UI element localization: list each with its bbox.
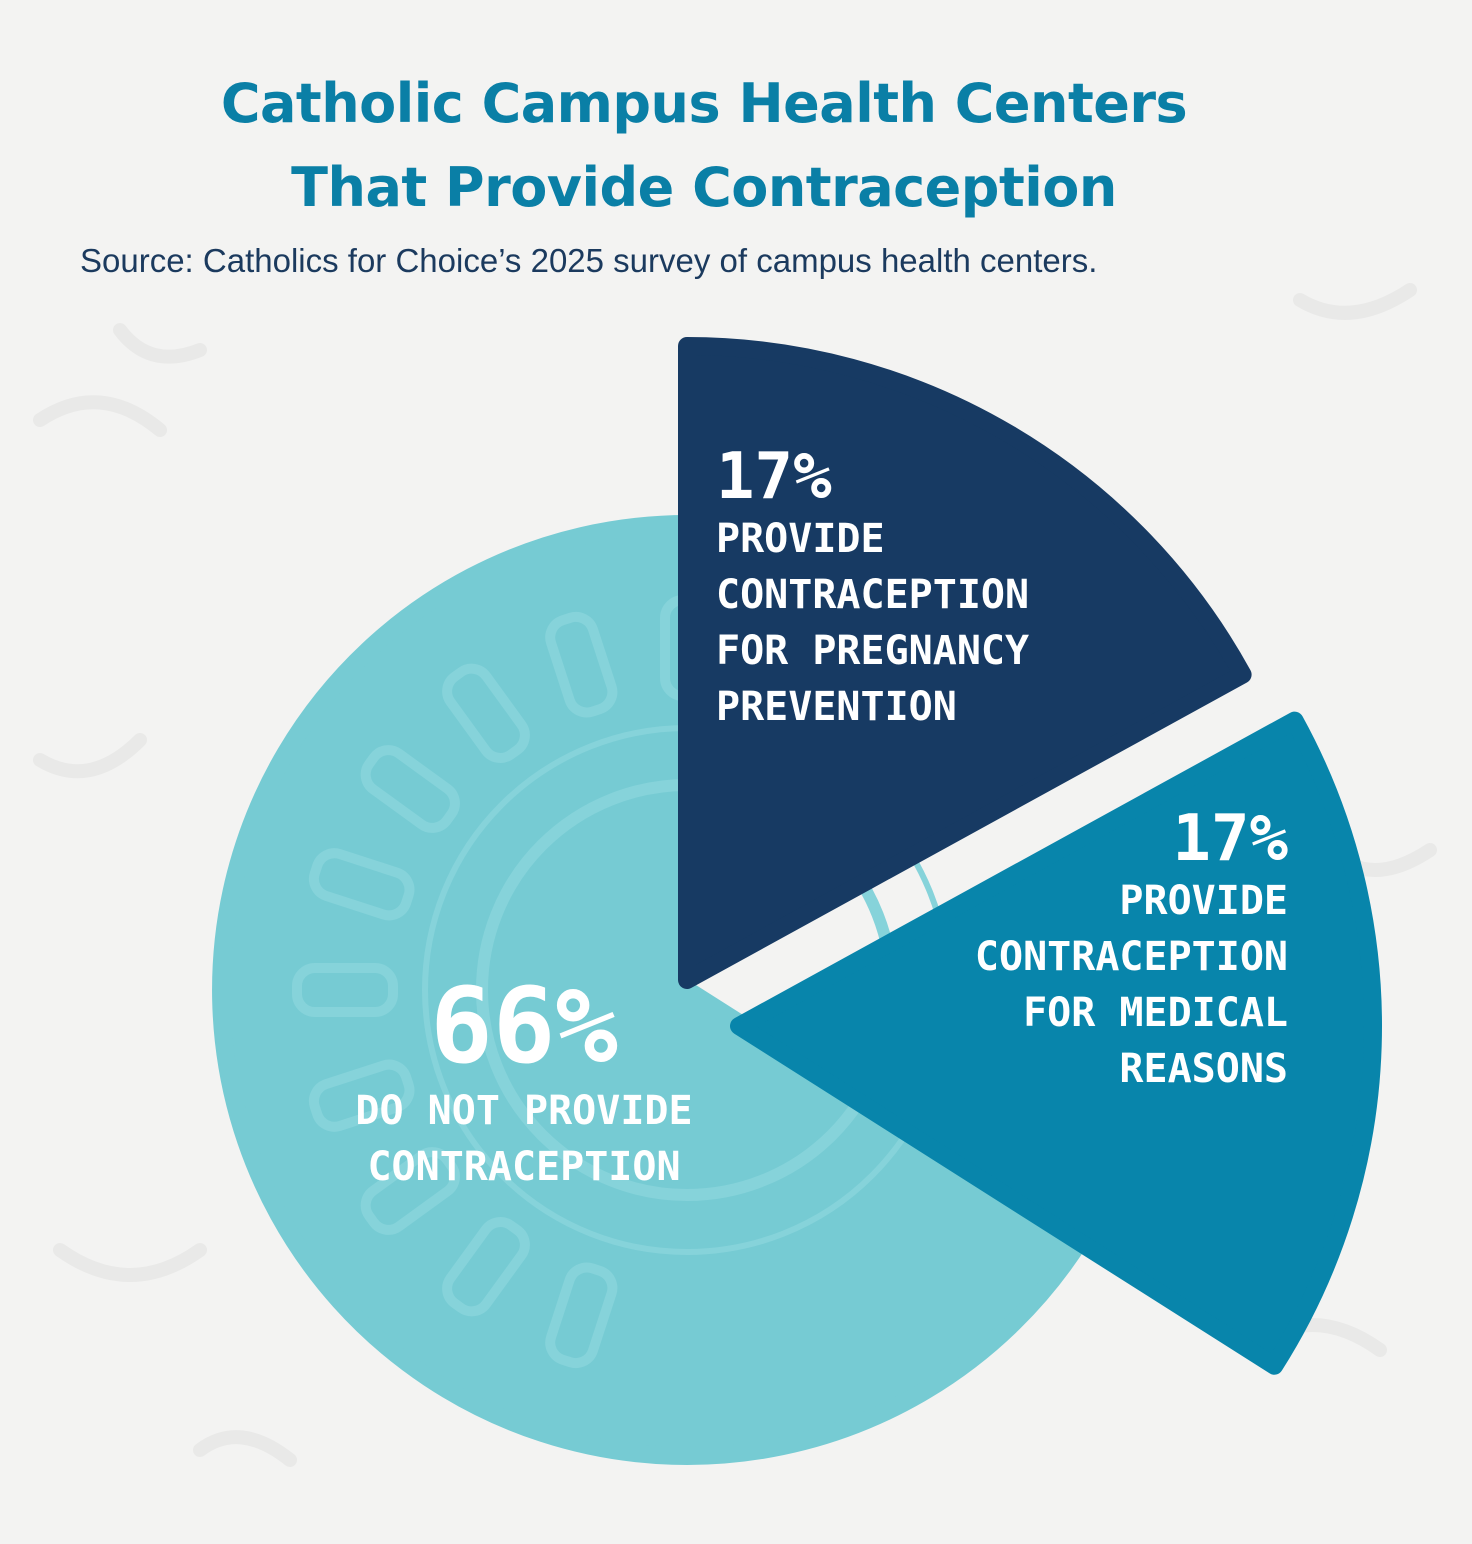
- pill-icon: [442, 663, 530, 763]
- data-label-text-pregnancy-3: FOR PREGNANCY: [716, 628, 1029, 674]
- chart-title-line-2: That Provide Contraception: [291, 156, 1117, 219]
- data-label-percent-pregnancy: 17%: [716, 440, 832, 514]
- data-label-text-medical-2: CONTRACEPTION: [975, 934, 1288, 980]
- data-label-text-medical-1: PROVIDE: [1119, 878, 1288, 924]
- data-label-text-none-1: DO NOT PROVIDE: [355, 1088, 692, 1134]
- pill-icon: [442, 1217, 530, 1317]
- data-label-text-pregnancy-4: PREVENTION: [716, 684, 957, 730]
- data-label-percent-none: 66%: [430, 965, 618, 1087]
- pill-icon: [292, 963, 398, 1017]
- chart-source: Source: Catholics for Choice’s 2025 surv…: [80, 242, 1098, 279]
- pie-slice-pregnancy: [678, 337, 1252, 989]
- pill-icon: [360, 1147, 460, 1235]
- pie-slice-none: [212, 515, 1090, 1465]
- data-label-percent-medical: 17%: [1172, 802, 1288, 876]
- chart-title: Catholic Campus Health Centers That Prov…: [0, 62, 1408, 230]
- pie-slice-medical: [730, 711, 1382, 1375]
- data-label-text-pregnancy-1: PROVIDE: [716, 516, 885, 562]
- chart-title-line-1: Catholic Campus Health Centers: [220, 72, 1188, 135]
- data-label-text-medical-3: FOR MEDICAL: [1023, 990, 1288, 1036]
- pill-icon: [545, 1262, 618, 1369]
- pill-icon: [360, 745, 460, 833]
- pill-icon: [545, 611, 618, 718]
- pill-icon: [308, 1059, 415, 1132]
- data-label-text-pregnancy-2: CONTRACEPTION: [716, 572, 1029, 618]
- data-label-text-none-2: CONTRACEPTION: [367, 1144, 680, 1190]
- pill-icon: [308, 848, 415, 921]
- data-label-text-medical-4: REASONS: [1119, 1046, 1288, 1092]
